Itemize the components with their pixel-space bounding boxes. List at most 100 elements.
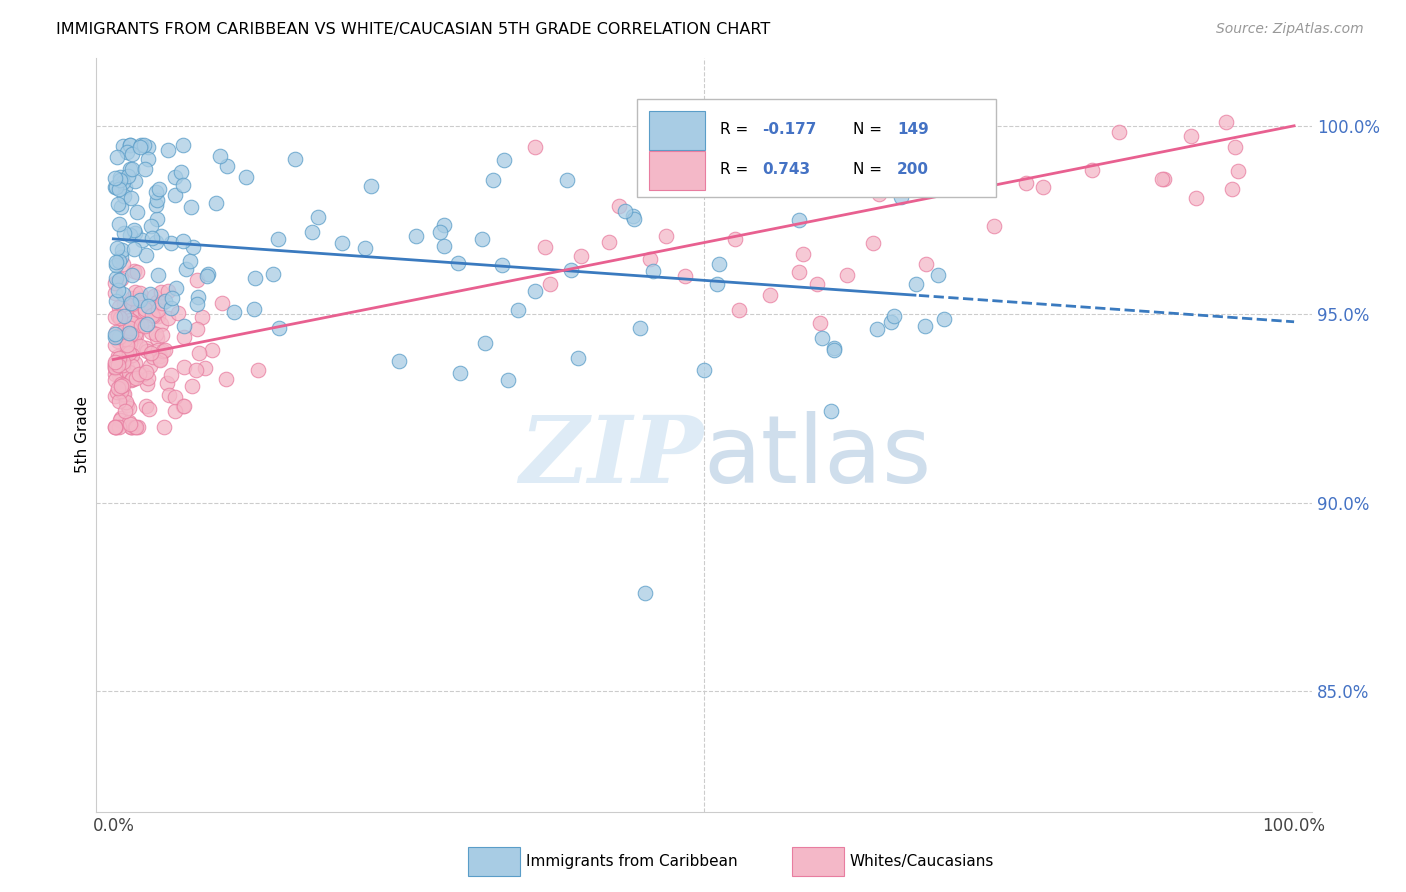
Point: [211, 296, 233, 310]
Point: [534, 240, 557, 254]
Point: [122, 316, 145, 330]
Point: [900, 115, 922, 129]
Point: [115, 343, 138, 358]
Point: [104, 389, 127, 403]
Point: [139, 359, 162, 373]
Point: [141, 301, 163, 315]
Point: [555, 173, 578, 187]
Point: [118, 326, 141, 340]
Point: [125, 370, 148, 384]
Point: [136, 317, 159, 331]
Point: [172, 234, 194, 248]
Point: [724, 232, 747, 246]
Point: [115, 321, 138, 335]
Point: [145, 235, 167, 249]
Point: [1185, 191, 1208, 205]
Point: [121, 147, 143, 161]
Point: [173, 319, 195, 334]
Point: [110, 250, 132, 264]
Point: [124, 326, 146, 341]
Point: [823, 343, 845, 357]
Point: [141, 308, 163, 322]
Point: [246, 363, 269, 377]
Point: [129, 318, 152, 332]
Point: [727, 115, 749, 129]
Point: [120, 306, 142, 320]
Point: [121, 372, 143, 386]
Point: [110, 410, 132, 425]
Point: [628, 321, 651, 335]
Point: [114, 386, 136, 401]
Point: [107, 358, 129, 372]
Point: [1032, 180, 1054, 194]
Point: [205, 196, 228, 211]
Point: [156, 376, 179, 390]
Point: [103, 357, 125, 371]
Point: [120, 420, 142, 434]
Point: [121, 359, 143, 373]
Point: [148, 182, 170, 196]
Point: [122, 264, 145, 278]
Point: [129, 291, 152, 305]
Point: [118, 227, 141, 242]
Point: [110, 378, 132, 392]
Point: [127, 420, 149, 434]
Point: [759, 287, 782, 301]
Point: [107, 310, 129, 324]
Point: [174, 261, 197, 276]
Point: [139, 286, 162, 301]
Point: [706, 277, 728, 291]
Point: [110, 200, 132, 214]
Point: [103, 277, 125, 291]
Point: [1180, 129, 1202, 144]
Point: [103, 420, 125, 434]
Point: [728, 302, 751, 317]
Point: [120, 326, 142, 341]
Point: [110, 272, 132, 286]
Point: [139, 346, 162, 360]
Point: [118, 320, 141, 334]
Point: [143, 289, 166, 303]
Point: [1152, 171, 1174, 186]
Point: [880, 315, 903, 329]
Point: [128, 140, 150, 154]
Point: [111, 257, 134, 271]
Point: [1081, 163, 1104, 178]
Point: [172, 400, 194, 414]
Point: [104, 329, 127, 343]
Point: [104, 360, 127, 375]
Point: [165, 188, 187, 202]
Point: [915, 257, 938, 271]
Point: [145, 198, 167, 212]
Point: [114, 180, 136, 194]
Point: [179, 253, 201, 268]
Text: N =: N =: [853, 122, 887, 137]
Point: [107, 420, 129, 434]
Point: [103, 355, 125, 369]
Point: [868, 187, 890, 202]
Point: [215, 159, 238, 173]
Point: [117, 398, 139, 412]
Point: [107, 334, 129, 349]
Point: [799, 179, 821, 194]
Point: [142, 309, 165, 323]
Point: [150, 296, 173, 310]
Point: [104, 373, 127, 387]
Point: [110, 376, 132, 391]
Point: [474, 336, 496, 351]
Point: [623, 212, 645, 227]
Point: [1220, 182, 1243, 196]
Point: [145, 211, 167, 226]
Point: [115, 361, 138, 376]
Point: [112, 377, 135, 392]
Point: [108, 254, 131, 268]
Point: [301, 225, 323, 239]
Point: [927, 268, 949, 283]
Point: [170, 165, 193, 179]
Point: [122, 372, 145, 386]
Point: [491, 258, 513, 272]
Point: [186, 296, 208, 310]
Point: [110, 384, 132, 398]
Point: [118, 365, 141, 379]
Point: [523, 139, 546, 153]
